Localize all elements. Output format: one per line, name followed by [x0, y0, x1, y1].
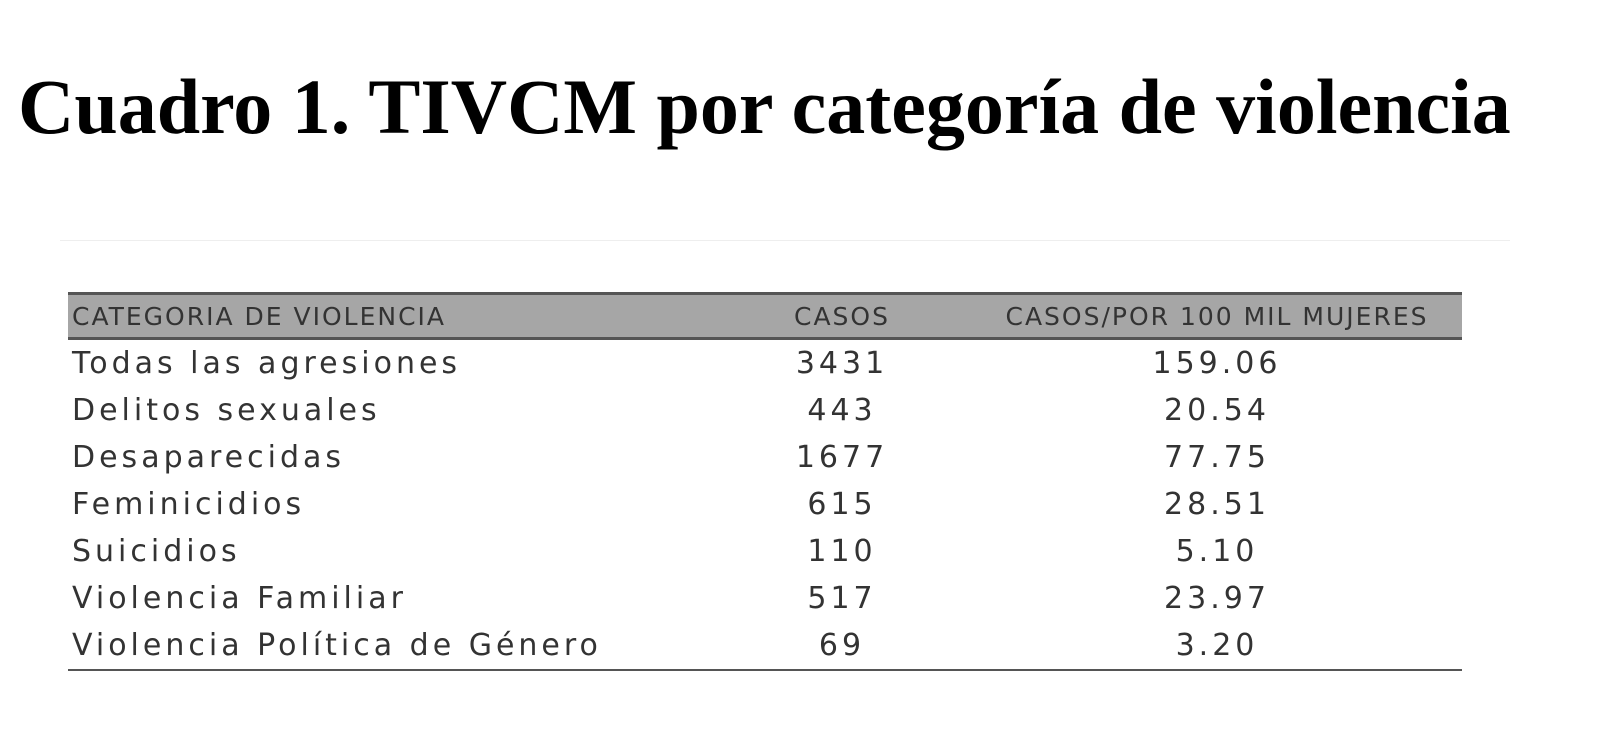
table-cell: 20.54: [1164, 393, 1270, 428]
table-cell: 69: [712, 622, 972, 671]
table-cell: 5.10: [1175, 534, 1259, 569]
table-cell: Feminicidios: [72, 487, 306, 522]
table-row: Violencia Política de Género 69 3.20: [68, 622, 1462, 671]
table-cell: 615: [807, 487, 877, 522]
table-cell: 77.75: [1164, 440, 1270, 475]
table-row: Violencia Familiar 517 23.97: [68, 575, 1462, 622]
table-row: Todas las agresiones 3431 159.06: [68, 339, 1462, 388]
table-cell: Delitos sexuales: [72, 393, 381, 428]
table-header: CATEGORIA DE VIOLENCIA CASOS CASOS/POR 1…: [68, 292, 1462, 340]
table-row: Delitos sexuales 443 20.54: [68, 387, 1462, 434]
table-body: Todas las agresiones 3431 159.06 Delitos se…: [68, 339, 1462, 671]
table-row: Feminicidios 615 28.51: [68, 481, 1462, 528]
header-cell: CATEGORIA DE VIOLENCIA: [68, 292, 712, 340]
table-cell: Todas las agresiones: [72, 346, 462, 381]
separator: [60, 240, 1510, 241]
table-cell: Suicidios: [72, 534, 241, 569]
header-cell: CASOS/POR 100 MIL MUJERES: [972, 292, 1462, 340]
table-cell: 443: [807, 393, 877, 428]
data-table: CATEGORIA DE VIOLENCIA CASOS CASOS/POR 1…: [68, 292, 1462, 671]
table-cell: 3.20: [972, 622, 1462, 671]
table-cell: 28.51: [1164, 487, 1270, 522]
header-row: CATEGORIA DE VIOLENCIA CASOS CASOS/POR 1…: [68, 292, 1462, 340]
table-row: Suicidios 110 5.10: [68, 528, 1462, 575]
table-row: Desaparecidas 1677 77.75: [68, 434, 1462, 481]
table-cell: Violencia Familiar: [72, 581, 407, 616]
table-cell: Desaparecidas: [72, 440, 346, 475]
table-cell: 1677: [795, 440, 889, 475]
table-cell: 517: [807, 581, 877, 616]
table-cell: 110: [807, 534, 877, 569]
table-cell: 159.06: [1152, 346, 1282, 381]
table-cell: Violencia Política de Género: [68, 622, 712, 671]
header-cell: CASOS: [712, 292, 972, 340]
title: Cuadro 1. TIVCM por categoría de violenc…: [18, 63, 1511, 150]
table-cell: 3431: [795, 346, 889, 381]
table-cell: 23.97: [1164, 581, 1270, 616]
